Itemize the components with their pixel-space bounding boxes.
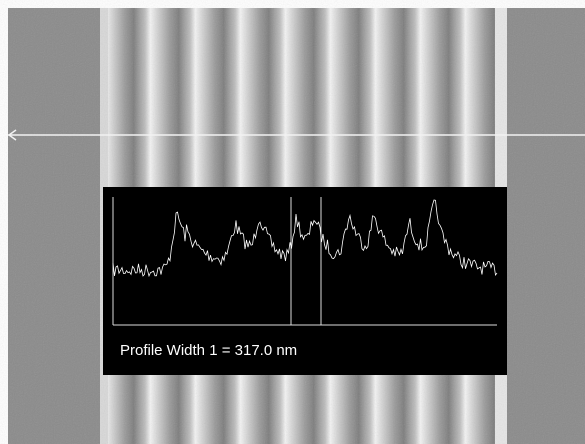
profile-panel xyxy=(103,187,507,375)
profile-trace xyxy=(112,199,498,278)
profile-label: Profile Width 1 = 317.0 nm xyxy=(120,342,297,359)
arrow xyxy=(7,129,17,141)
